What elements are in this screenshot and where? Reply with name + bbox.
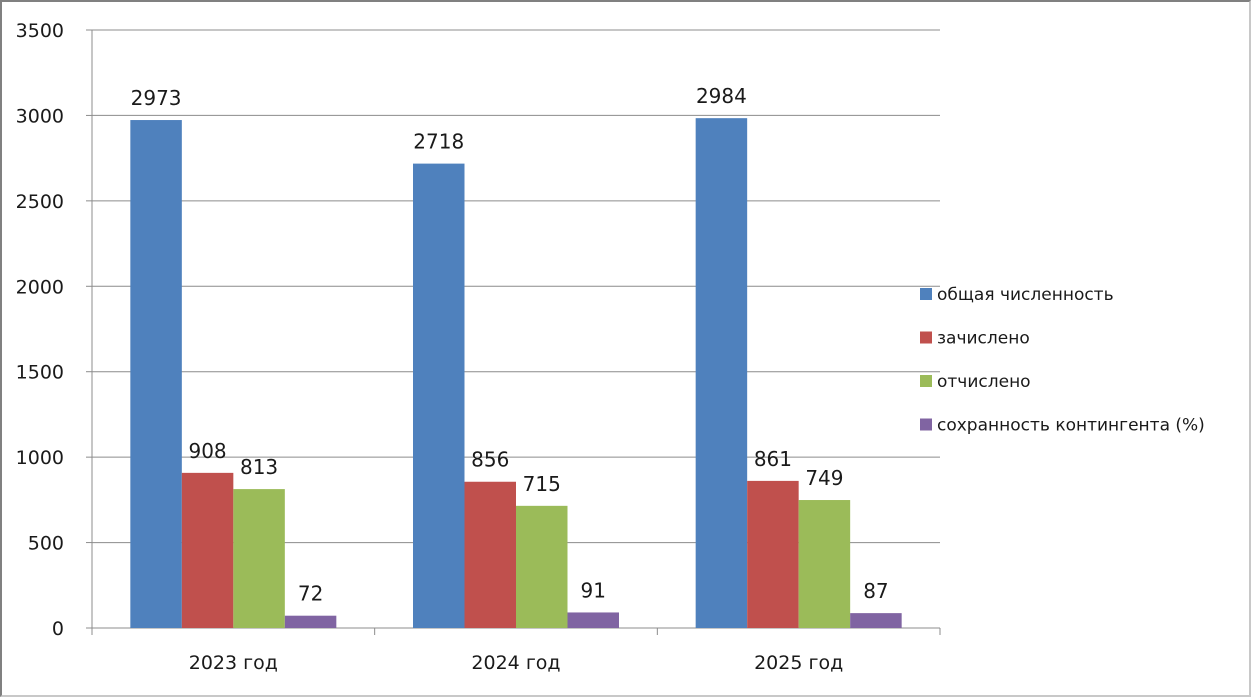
legend-label: зачислено	[937, 329, 1030, 349]
data-label: 813	[240, 455, 278, 479]
data-label: 2973	[131, 86, 182, 110]
y-tick-label: 0	[52, 618, 64, 640]
bar	[284, 615, 337, 628]
legend-swatch	[920, 288, 932, 300]
x-category-label: 2025 год	[754, 652, 843, 674]
data-label: 2984	[696, 84, 747, 108]
bar	[464, 481, 516, 628]
data-labels: 2973 908 813 72 2718 856 715 91 2984 861 749 87	[131, 84, 889, 606]
bar	[413, 163, 465, 628]
bar	[233, 489, 285, 628]
y-tick-label: 1000	[16, 447, 64, 469]
legend-label: общая численность	[937, 285, 1114, 305]
data-label: 908	[188, 439, 226, 463]
y-tick-label: 2500	[16, 191, 64, 213]
data-label: 861	[754, 447, 792, 471]
y-tick-label: 500	[28, 533, 64, 555]
y-tick-label: 3500	[16, 20, 64, 42]
y-tick-label: 2000	[16, 276, 64, 298]
legend-label: сохранность контингента (%)	[937, 416, 1205, 436]
y-tick-label: 1500	[16, 362, 64, 384]
data-label: 91	[581, 578, 606, 602]
data-label: 2718	[413, 130, 464, 154]
legend-swatch	[920, 375, 932, 387]
legend: общая численность зачислено отчислено сохра…	[920, 285, 1205, 436]
x-category-label: 2023 год	[189, 652, 278, 674]
bar	[516, 505, 568, 628]
bar	[567, 612, 619, 628]
data-label: 749	[805, 466, 843, 490]
bar	[130, 120, 182, 628]
gridlines	[92, 29, 940, 544]
bar	[747, 480, 799, 628]
x-category-label: 2024 год	[471, 652, 560, 674]
bar	[695, 118, 748, 628]
bar	[850, 613, 902, 628]
data-label: 87	[863, 579, 888, 603]
data-label: 72	[298, 582, 323, 606]
axes: 0 500 1000 1500 2000 2500 3000 3500 2023 год 2024…	[16, 20, 941, 674]
bar	[181, 472, 234, 628]
legend-swatch	[920, 418, 932, 431]
data-label: 715	[523, 472, 561, 496]
legend-label: отчислено	[937, 372, 1031, 392]
bar	[798, 500, 851, 628]
data-label: 856	[471, 448, 509, 472]
bars	[130, 118, 902, 628]
legend-swatch	[920, 331, 932, 344]
y-tick-label: 3000	[16, 105, 64, 127]
